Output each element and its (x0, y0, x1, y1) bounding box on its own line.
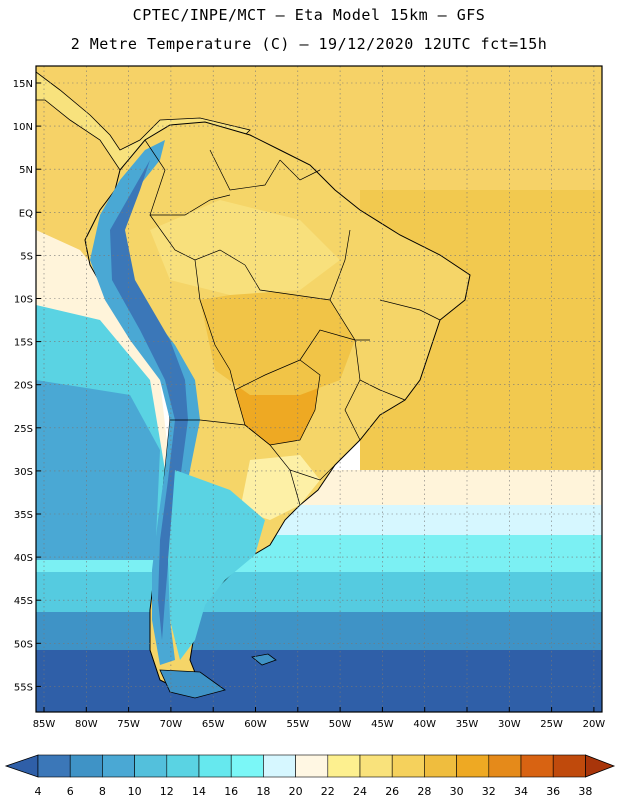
lat-label: 55S (14, 682, 33, 693)
colorbar-segment (327, 754, 361, 778)
falkland-islands (251, 653, 277, 666)
colorbar-segment (391, 754, 425, 778)
colorbar-segment (134, 754, 168, 778)
colorbar-label: 36 (546, 785, 560, 798)
colorbar-label: 24 (353, 785, 367, 798)
colorbar-segment (37, 754, 71, 778)
colorbar-label: 28 (417, 785, 431, 798)
lon-label: 55W (286, 719, 309, 730)
pacific-cold-water (36, 380, 160, 560)
lat-label: 10N (13, 122, 33, 133)
lat-label: 10S (14, 295, 33, 306)
colorbar-label: 34 (514, 785, 528, 798)
amazon-warm-zone (150, 200, 340, 295)
colorbar-segment (520, 754, 554, 778)
colorbar-label: 18 (256, 785, 270, 798)
colorbar-segment (230, 754, 264, 778)
colorbar-segment (424, 754, 457, 778)
lat-label: 35S (14, 510, 33, 521)
patagonia-cold (168, 470, 265, 660)
colorbar-segment (552, 754, 586, 778)
lat-label: 40S (14, 553, 33, 564)
lon-label: 30W (498, 719, 521, 730)
colorbar-label: 14 (192, 785, 206, 798)
lon-label: 60W (244, 719, 267, 730)
lon-label: 80W (75, 719, 98, 730)
colorbar-label: 8 (99, 785, 106, 798)
interior-warm-zone (200, 290, 355, 395)
lat-label: 15S (14, 338, 33, 349)
lon-label: 35W (456, 719, 479, 730)
colorbar-label: 32 (482, 785, 496, 798)
colorbar-segment (166, 754, 200, 778)
colorbar-segment (295, 754, 329, 778)
lat-label: 50S (14, 639, 33, 650)
chart-title-line1: CPTEC/INPE/MCT – Eta Model 15km – GFS (132, 6, 486, 24)
lon-label: 20W (583, 719, 606, 730)
ocean-band-5 (36, 612, 602, 652)
map-area (36, 66, 602, 712)
colorbar-segment (488, 754, 522, 778)
lat-label: 45S (14, 596, 33, 607)
colorbar-label: 16 (224, 785, 238, 798)
colorbar-segment (102, 754, 135, 778)
colorbar-segment (198, 754, 232, 778)
lat-label: 25S (14, 424, 33, 435)
colorbar-label: 4 (35, 785, 42, 798)
colorbar-arrow-right (585, 754, 616, 778)
colorbar-segment (69, 754, 103, 778)
colorbar-label: 6 (67, 785, 74, 798)
colorbar-label: 20 (289, 785, 303, 798)
colorbar-segment (263, 754, 296, 778)
andes-ridge-inner (110, 160, 188, 640)
colorbar-arrow-left (4, 754, 39, 778)
lat-label: 30S (14, 467, 33, 478)
colorbar-label: 12 (160, 785, 174, 798)
lat-label: EQ (19, 208, 33, 219)
lon-label: 40W (413, 719, 436, 730)
lon-label: 45W (371, 719, 394, 730)
lon-label: 75W (117, 719, 140, 730)
colorbar: 4 6 8 10 12 14 16 18 20 22 24 26 28 30 32 34 36 38 (4, 754, 616, 798)
lat-label: 20S (14, 381, 33, 392)
colorbar-label: 30 (450, 785, 464, 798)
lon-label: 25W (540, 719, 563, 730)
colorbar-label: 38 (578, 785, 592, 798)
lat-label: 5S (20, 251, 33, 262)
map-frame (35, 65, 603, 713)
lon-label: 50W (329, 719, 352, 730)
lon-label: 65W (202, 719, 225, 730)
lat-label: 5N (19, 165, 33, 176)
ocean-band-4 (36, 572, 602, 614)
longitude-labels: 85W 80W 75W 70W 65W 60W 55W 50W 45W 40W 35W 30W 25W 2… (33, 707, 606, 730)
tierra-del-fuego (159, 669, 226, 699)
latitude-labels: 15N 10N 5N EQ 5S 10S 15S 20S 25S 30S 35S 40S 45S 50S 5… (13, 79, 41, 693)
lon-label: 70W (160, 719, 183, 730)
colorbar-segment (359, 754, 393, 778)
ocean-band-6 (36, 650, 602, 712)
lon-label: 85W (33, 719, 56, 730)
country-borders (144, 139, 441, 506)
colorbar-label: 10 (128, 785, 142, 798)
chart-title-line2: 2 Metre Temperature (C) – 19/12/2020 12U… (70, 35, 548, 53)
colorbar-label: 26 (385, 785, 399, 798)
lat-label: 15N (13, 79, 33, 90)
colorbar-segment (456, 754, 490, 778)
colorbar-label: 22 (321, 785, 335, 798)
